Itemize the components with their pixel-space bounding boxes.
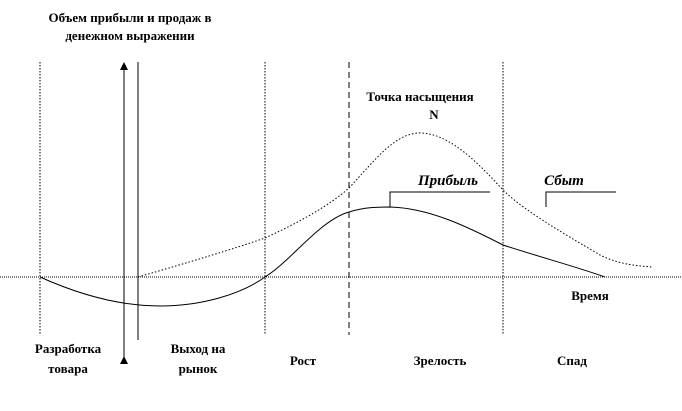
saturation-mark: N [429, 107, 439, 122]
stage-growth: Рост [290, 353, 317, 368]
stage-development-line1: Разработка [35, 341, 102, 356]
y-axis-title-line2: денежном выражении [65, 28, 195, 43]
sales-label: Сбыт [544, 173, 584, 189]
sales-curve [137, 132, 653, 278]
profit-label: Прибыль [417, 173, 478, 189]
x-axis-label: Время [571, 288, 609, 303]
y-axis-title-line1: Объем прибыли и продаж в [49, 10, 212, 25]
saturation-label: Точка насыщения [366, 89, 473, 104]
sales-leader [545, 191, 616, 207]
stage-introduction-line1: Выход на [171, 341, 226, 356]
profit-curve [39, 206, 606, 307]
stage-introduction-line2: рынок [179, 361, 218, 376]
stage-development-line2: товара [48, 361, 88, 376]
stage-maturity: Зрелость [414, 353, 467, 368]
stage-decline: Спад [557, 353, 587, 368]
profit-leader [389, 191, 490, 207]
